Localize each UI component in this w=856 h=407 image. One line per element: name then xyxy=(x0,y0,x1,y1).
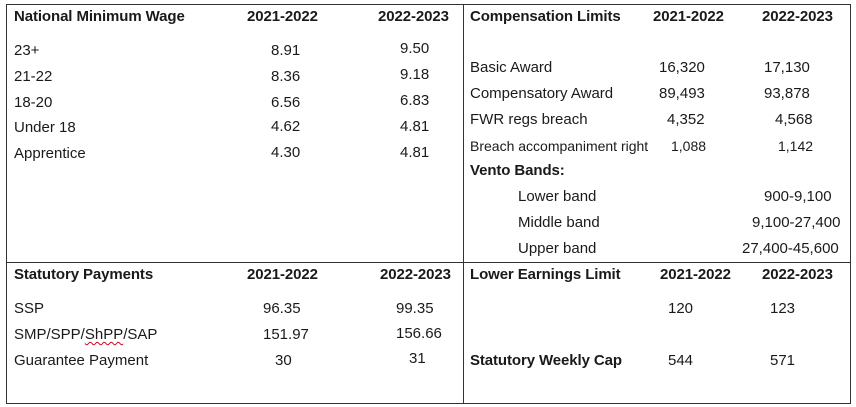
comp-row-v1: 4,352 xyxy=(667,111,705,128)
stat-row-v2: 99.35 xyxy=(396,300,434,317)
vento-band-value: 27,400-45,600 xyxy=(742,240,839,257)
lel-col2-header: 2022-2023 xyxy=(762,266,833,283)
stat-row-label-part: ShPP xyxy=(84,326,124,343)
nmw-row-v1: 4.30 xyxy=(271,144,301,161)
comp-row-v1: 89,493 xyxy=(659,85,705,102)
nmw-row-v2: 9.50 xyxy=(400,40,430,57)
comp-row-label: Compensatory Award xyxy=(470,85,614,102)
comp-row-v2: 1,142 xyxy=(778,138,814,154)
vento-band-label: Middle band xyxy=(518,214,600,231)
nmw-row-v2: 6.83 xyxy=(400,92,430,109)
vento-band-label: Lower band xyxy=(518,188,597,205)
table-border-bottom xyxy=(6,403,851,404)
stat-row-v1: 151.97 xyxy=(263,326,309,343)
table-border-top xyxy=(6,4,851,5)
nmw-row-label: 21-22 xyxy=(14,68,53,85)
stat-row-label: Guarantee Payment xyxy=(14,352,149,369)
table-border-right xyxy=(850,4,851,404)
statutory-weekly-cap-v2: 571 xyxy=(770,352,796,369)
nmw-col2-header: 2022-2023 xyxy=(378,8,449,25)
stat-col1-header: 2021-2022 xyxy=(247,266,318,283)
nmw-row-v2: 4.81 xyxy=(400,144,430,161)
table-divider-vertical xyxy=(463,4,464,404)
nmw-row-v1: 8.91 xyxy=(271,42,301,59)
comp-row-v2: 17,130 xyxy=(764,59,810,76)
lel-col1-header: 2021-2022 xyxy=(660,266,731,283)
lel-v2: 123 xyxy=(770,300,796,317)
comp-row-v2: 4,568 xyxy=(775,111,813,128)
comp-title: Compensation Limits xyxy=(470,8,621,25)
stat-row-label: SSP xyxy=(14,300,45,317)
nmw-row-v1: 6.56 xyxy=(271,94,301,111)
lel-v1: 120 xyxy=(668,300,694,317)
nmw-row-v2: 4.81 xyxy=(400,118,430,135)
nmw-row-v1: 8.36 xyxy=(271,68,301,85)
stat-row-label: SMP/SPP/ShPP/SAP xyxy=(14,326,157,344)
statutory-payments-section: Statutory Payments 2021-2022 2022-2023 S… xyxy=(7,263,463,403)
nmw-title: National Minimum Wage xyxy=(14,8,185,25)
stat-row-v1: 96.35 xyxy=(263,300,301,317)
comp-row-v2: 93,878 xyxy=(764,85,810,102)
statutory-weekly-cap-label: Statutory Weekly Cap xyxy=(470,352,622,369)
stat-row-label-part: /SAP xyxy=(123,326,158,343)
stat-row-v2: 156.66 xyxy=(396,325,442,342)
national-minimum-wage-section: National Minimum Wage 2021-2022 2022-202… xyxy=(7,5,463,262)
vento-band-value: 900-9,100 xyxy=(764,188,832,205)
comp-row-v1: 16,320 xyxy=(659,59,705,76)
comp-col1-header: 2021-2022 xyxy=(653,8,724,25)
nmw-row-label: Under 18 xyxy=(14,119,76,136)
stat-title: Statutory Payments xyxy=(14,266,154,283)
nmw-row-v2: 9.18 xyxy=(400,66,430,83)
stat-row-v2: 31 xyxy=(409,350,426,367)
stat-row-v1: 30 xyxy=(275,352,292,369)
nmw-row-label: 23+ xyxy=(14,42,40,59)
vento-band-value: 9,100-27,400 xyxy=(752,214,841,231)
nmw-row-v1: 4.62 xyxy=(271,118,301,135)
table-border-left xyxy=(6,4,7,404)
comp-row-label: Breach accompaniment right xyxy=(470,138,649,154)
lower-earnings-limit-section: Lower Earnings Limit 2021-2022 2022-2023… xyxy=(464,263,850,403)
comp-row-label: Basic Award xyxy=(470,59,553,76)
nmw-col1-header: 2021-2022 xyxy=(247,8,318,25)
comp-row-label: FWR regs breach xyxy=(470,111,588,128)
nmw-row-label: Apprentice xyxy=(14,145,86,162)
stat-col2-header: 2022-2023 xyxy=(380,266,451,283)
nmw-row-label: 18-20 xyxy=(14,94,53,111)
vento-band-label: Upper band xyxy=(518,240,597,257)
comp-row-v1: 1,088 xyxy=(671,138,707,154)
statutory-weekly-cap-v1: 544 xyxy=(668,352,694,369)
table-divider-horizontal xyxy=(6,262,851,263)
comp-col2-header: 2022-2023 xyxy=(762,8,833,25)
lel-title: Lower Earnings Limit xyxy=(470,266,621,283)
compensation-limits-section: Compensation Limits 2021-2022 2022-2023 … xyxy=(464,5,850,262)
vento-bands-title: Vento Bands: xyxy=(470,162,565,179)
stat-row-label-part: SMP/SPP/ xyxy=(14,326,85,343)
